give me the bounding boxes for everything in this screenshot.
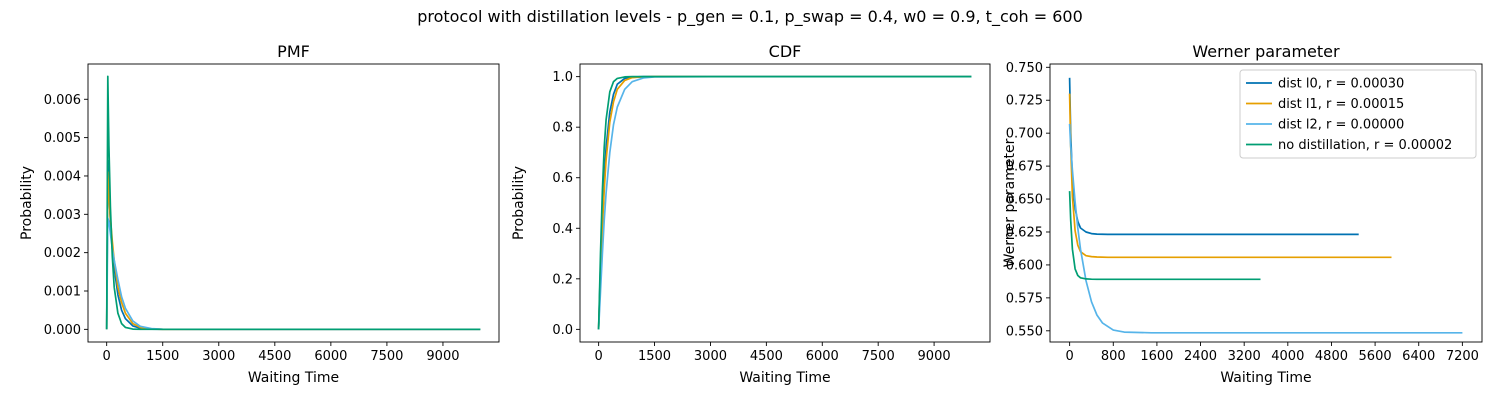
y-tick-label: 0.600 (1006, 258, 1043, 273)
series-line-no-distillation (597, 75, 972, 330)
axes-title: PMF (277, 42, 310, 61)
x-axis-label: Waiting Time (248, 370, 339, 386)
x-tick-label: 4000 (1271, 349, 1304, 364)
series-line-dist-l0 (597, 75, 972, 330)
y-tick-label: 0.005 (44, 131, 81, 146)
y-tick-label: 0.725 (1006, 94, 1043, 109)
series-line-dist-l0 (105, 159, 481, 331)
x-tick-label: 3000 (694, 349, 727, 364)
y-tick-label: 1.0 (552, 70, 573, 85)
y-tick-label: 0.8 (552, 121, 573, 136)
axes-title: Werner parameter (1192, 42, 1340, 61)
y-tick-label: 0.000 (44, 323, 81, 338)
x-tick-label: 9000 (426, 349, 459, 364)
legend-box (1239, 69, 1477, 159)
x-tick-label: 9000 (918, 349, 951, 364)
y-tick-label: 0.625 (1006, 225, 1043, 240)
series-line-dist-l1 (597, 75, 972, 330)
x-tick-label: 6000 (806, 349, 839, 364)
x-tick-label: 1600 (1140, 349, 1173, 364)
y-tick-label: 0.750 (1006, 61, 1043, 76)
y-tick-label: 0.004 (44, 169, 81, 184)
y-tick-label: 0.4 (552, 222, 573, 237)
y-tick-label: 0.002 (44, 246, 81, 261)
x-tick-label: 0 (1065, 349, 1073, 364)
y-tick-label: 0.650 (1006, 193, 1043, 208)
axes-frame (87, 63, 500, 343)
x-tick-label: 0 (103, 349, 111, 364)
x-axis-label: Waiting Time (739, 370, 830, 386)
axes-frame (1049, 63, 1483, 343)
y-tick-label: 0.001 (44, 285, 81, 300)
y-tick-label: 0.550 (1006, 324, 1043, 339)
legend-entry: dist l2, r = 0.00000 (1278, 118, 1404, 133)
axes-frame (579, 63, 991, 343)
x-tick-label: 2400 (1184, 349, 1217, 364)
y-tick-label: 0.006 (44, 93, 81, 108)
x-tick-label: 6000 (314, 349, 347, 364)
y-tick-label: 0.675 (1006, 160, 1043, 175)
x-tick-label: 5600 (1359, 349, 1392, 364)
y-tick-label: 0.0 (552, 323, 573, 338)
x-tick-label: 6400 (1402, 349, 1435, 364)
y-axis-label: Werner parameter (1002, 138, 1018, 267)
series-line-dist-l1 (1068, 93, 1392, 259)
series-line-no-distillation (105, 75, 481, 331)
y-tick-label: 0.700 (1006, 127, 1043, 142)
series-line-dist-l2 (597, 75, 972, 330)
legend-entry: no distillation, r = 0.00002 (1278, 138, 1452, 153)
x-tick-label: 3000 (202, 349, 235, 364)
series-line-no-distillation (1068, 191, 1261, 281)
y-axis-label: Probability (511, 166, 527, 240)
y-tick-label: 0.2 (552, 272, 573, 287)
series-line-dist-l1 (105, 171, 481, 331)
x-tick-label: 4500 (750, 349, 783, 364)
x-tick-label: 1500 (146, 349, 179, 364)
x-tick-label: 0 (594, 349, 602, 364)
x-tick-label: 800 (1101, 349, 1126, 364)
chart-panel-0: 0 1500 3000 4500 6000 7500 9000 0.000 0.001 0.002… (19, 42, 500, 386)
series-line-dist-l2 (1068, 123, 1463, 334)
x-tick-label: 4500 (258, 349, 291, 364)
x-tick-label: 7200 (1446, 349, 1479, 364)
x-tick-label: 3200 (1228, 349, 1261, 364)
legend-entry: dist l1, r = 0.00015 (1278, 97, 1404, 112)
series-line-dist-l2 (105, 217, 481, 331)
x-axis-label: Waiting Time (1220, 370, 1311, 386)
x-tick-label: 4800 (1315, 349, 1348, 364)
y-tick-label: 0.6 (552, 171, 573, 186)
y-axis-label: Probability (19, 166, 35, 240)
x-tick-label: 7500 (862, 349, 895, 364)
chart-panel-2: 0 800 1600 2400 3200 4000 4800 5600 6400 7200 0.55… (1002, 42, 1483, 386)
x-tick-label: 1500 (638, 349, 671, 364)
chart-panel-1: 0 1500 3000 4500 6000 7500 9000 0.0 0.2 0.4 0.6 0.8… (511, 42, 991, 386)
y-tick-label: 0.575 (1006, 291, 1043, 306)
legend-entry: dist l0, r = 0.00030 (1278, 77, 1404, 92)
x-tick-label: 7500 (370, 349, 403, 364)
axes-title: CDF (769, 42, 802, 61)
figure-title: protocol with distillation levels - p_ge… (417, 7, 1083, 27)
y-tick-label: 0.003 (44, 208, 81, 223)
